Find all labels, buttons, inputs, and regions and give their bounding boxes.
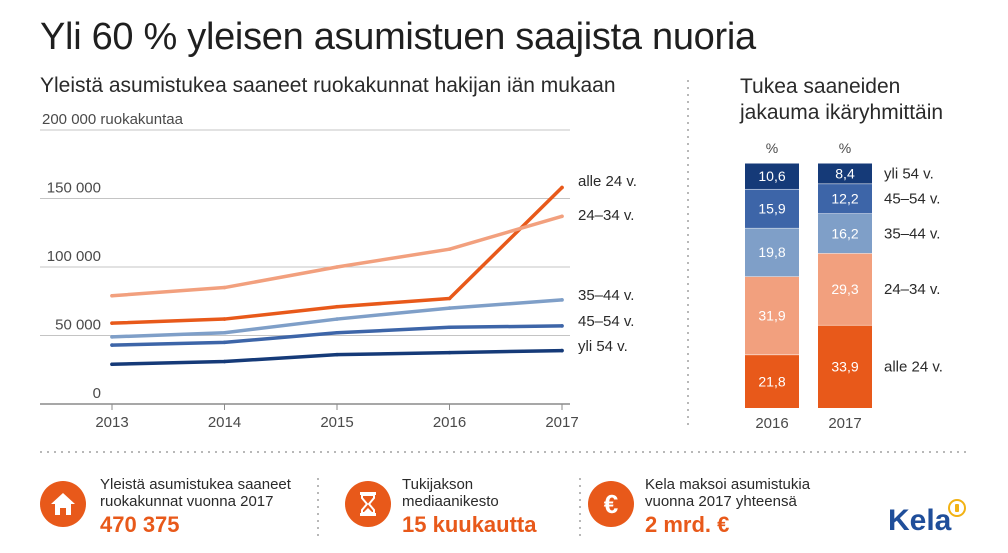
data-point [110,362,114,367]
data-point [110,293,114,298]
bar-segment [745,227,799,277]
data-point [335,330,339,335]
fact-label-line1: Tukijakson [402,476,474,493]
data-point [335,352,339,357]
series-label: 35–44 v. [578,287,634,304]
fact-label-line2: vuonna 2017 yhteensä [645,493,797,510]
data-point [560,298,564,302]
data-point [560,214,564,219]
fact-value: 15 kuukautta [402,512,537,537]
data-point [222,285,227,290]
hourglass-icon [345,481,391,527]
data-label: 29,3 [831,281,858,297]
data-point [222,359,227,364]
data-point [335,304,339,309]
data-point [447,350,452,355]
x-tick-label: 2017 [545,414,578,431]
fact-label-line2: ruokakunnat vuonna 2017 [100,493,274,510]
unit-label: % [766,140,778,156]
bar-segment [818,183,872,214]
x-tick-label: 2014 [208,414,241,431]
fact-label: Tukijakson mediaanikesto [402,476,499,510]
data-point [222,330,227,335]
data-point [335,317,339,321]
bar-segment [745,163,799,189]
data-label: 21,8 [758,373,785,389]
svg-text:€: € [604,489,618,519]
series-label: 24–34 v. [578,207,634,224]
data-point [110,335,114,339]
bar-segment [745,188,799,228]
page-title: Yli 60 % yleisen asumistuen saajista nuo… [40,16,756,58]
data-point [447,296,452,301]
data-label: 8,4 [835,165,855,181]
line-chart: 0 50 000 100 000 150 000 200 000 ruokakuntaa… [40,111,637,431]
euro-icon: € [588,481,634,527]
data-point [560,324,564,328]
logo-mark-icon [948,499,966,517]
series-label: alle 24 v. [578,173,637,190]
legend-label: alle 24 v. [884,358,943,375]
bar-segment [818,213,872,254]
series-label: yli 54 v. [578,338,628,355]
stacked-bar-chart: % 21,8 31,9 19,8 15,9 10,6 2016% 33,9 29,3 16,2 12… [745,140,943,432]
data-point [222,317,227,321]
data-label: 16,2 [831,225,858,241]
legend-label: yli 54 v. [884,165,934,182]
bar-chart-title-line2: jakauma ikäryhmittäin [740,101,944,124]
data-point [110,343,114,347]
bar-chart-title-line1: Tukea saaneiden [740,75,901,98]
bar-segment [745,354,799,408]
y-tick-label: 50 000 [55,317,101,334]
data-label: 12,2 [831,191,858,207]
x-tick-label: 2015 [320,414,353,431]
fact-label-line2: mediaanikesto [402,493,499,510]
legend-label: 35–44 v. [884,225,940,242]
data-point [447,247,452,251]
legend-label: 24–34 v. [884,281,940,298]
series-label: 45–54 v. [578,313,634,330]
fact-value: 470 375 [100,512,180,537]
data-point [335,265,339,269]
data-label: 19,8 [758,244,785,260]
fact-label-line1: Kela maksoi asumistukia [645,476,811,493]
bar-segment [818,324,872,408]
line-chart-title: Yleistä asumistukea saaneet ruokakunnat … [40,74,616,97]
data-point [447,325,452,330]
data-label: 15,9 [758,200,785,216]
unit-label: % [839,140,851,156]
data-point [110,321,114,325]
data-label: 33,9 [831,358,858,374]
house-icon [40,481,86,527]
x-tick-label: 2013 [95,414,128,431]
fact-value: 2 mrd. € [645,512,730,537]
bar-segment [818,253,872,325]
data-label: 10,6 [758,168,785,184]
fact-label: Kela maksoi asumistukia vuonna 2017 yhte… [645,476,810,510]
series-line [110,185,564,325]
series-line [110,348,564,367]
data-point [560,185,564,190]
x-tick-label: 2016 [755,415,788,432]
y-tick-label: 0 [93,385,101,402]
y-tick-label: 100 000 [47,248,101,265]
fact-label-line1: Yleistä asumistukea saaneet [100,476,291,493]
bar-chart-title: Tukea saaneiden jakauma ikäryhmittäin [740,74,943,126]
kela-logo: Kela [888,504,952,537]
y-tick-label: 200 000 ruokakuntaa [42,111,184,128]
data-point [222,340,227,345]
legend-label: 45–54 v. [884,191,940,208]
x-tick-label: 2017 [828,415,861,432]
data-point [447,306,452,310]
bar-segment [745,276,799,355]
data-point [560,348,564,353]
y-tick-label: 150 000 [47,180,101,197]
bar-segment [818,163,872,184]
fact-label: Yleistä asumistukea saaneet ruokakunnat … [100,476,291,510]
x-tick-label: 2016 [433,414,466,431]
data-label: 31,9 [758,308,785,324]
